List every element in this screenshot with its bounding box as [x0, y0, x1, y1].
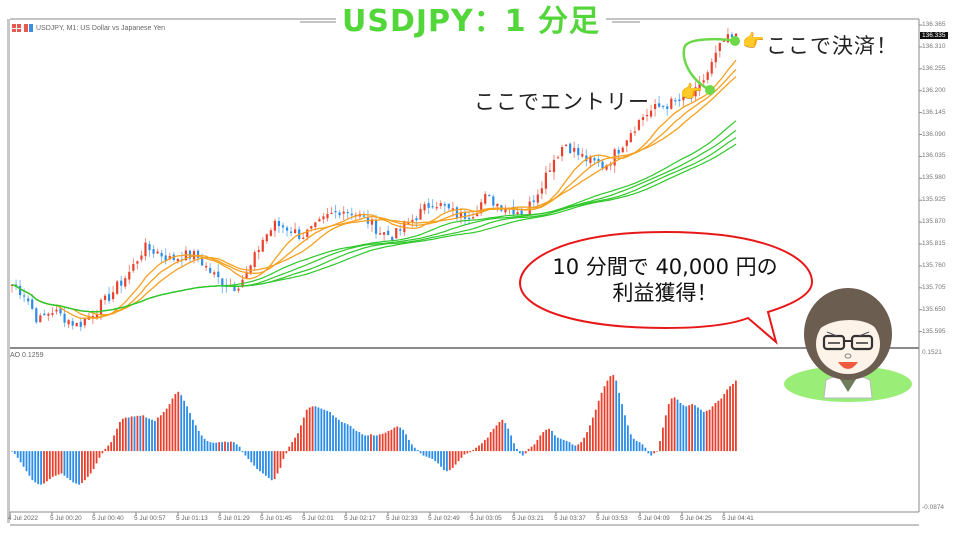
price-tick-label: 136.145	[922, 108, 946, 116]
time-tick-label: 5 Jul 03:21	[512, 515, 544, 522]
time-tick-label: 5 Jul 01:29	[218, 515, 250, 522]
price-tick-label: 136.090	[922, 130, 946, 138]
time-tick-label: 4 Jul 2022	[8, 515, 38, 522]
time-tick-label: 5 Jul 03:37	[554, 515, 586, 522]
price-tick-label: 135.870	[922, 218, 946, 226]
ao-indicator-label: AO 0.1259	[10, 352, 44, 359]
moving-average-line	[11, 143, 737, 313]
ao-max-label: 0.1521	[922, 349, 942, 356]
chart-window	[7, 19, 919, 523]
time-tick-label: 5 Jul 04:25	[680, 515, 712, 522]
entry-hand-icon: 👉	[680, 82, 703, 103]
exit-marker	[730, 36, 740, 46]
moving-average-line	[11, 59, 737, 320]
ao-histogram	[11, 375, 737, 485]
page-title: USDJPY：1 分足	[336, 2, 607, 42]
price-tick-label: 136.365	[922, 21, 946, 28]
time-tick-label: 5 Jul 00:20	[50, 515, 82, 522]
price-tick-label: 136.035	[922, 152, 946, 160]
candle-chart-icon[interactable]	[24, 24, 33, 32]
time-tick-label: 5 Jul 01:45	[260, 515, 292, 522]
time-tick-label: 5 Jul 03:53	[596, 515, 628, 522]
price-tick-label: 135.925	[922, 196, 946, 204]
price-tick-label: 135.650	[922, 305, 946, 313]
speech-bubble-text: 10 分間で 40,000 円の 利益獲得！	[520, 254, 810, 306]
grid-icon[interactable]	[12, 24, 21, 32]
time-tick-label: 5 Jul 00:40	[92, 515, 124, 522]
time-tick-label: 5 Jul 04:09	[638, 515, 670, 522]
time-tick-label: 5 Jul 02:49	[428, 515, 460, 522]
time-tick-label: 5 Jul 02:01	[302, 515, 334, 522]
price-tick-label: 136.200	[922, 86, 946, 94]
price-tick-label: 135.595	[922, 327, 946, 335]
price-tick-label: 136.255	[922, 64, 946, 72]
speech-bubble	[518, 230, 814, 345]
entry-annotation: ここでエントリー	[474, 90, 650, 114]
time-tick-label: 5 Jul 00:57	[134, 515, 166, 522]
time-tick-label: 5 Jul 02:33	[386, 515, 418, 522]
symbol-label: USDJPY, M1: US Dollar vs Japanese Yen	[36, 24, 166, 32]
chart-header: USDJPY, M1: US Dollar vs Japanese Yen	[12, 24, 165, 32]
price-tick-label: 135.815	[922, 240, 946, 247]
avatar-icon	[784, 288, 912, 402]
current-price-badge: 136.335	[920, 32, 948, 39]
time-tick-label: 5 Jul 02:17	[344, 515, 376, 522]
price-tick-label: 135.980	[922, 174, 946, 182]
time-tick-label: 5 Jul 03:05	[470, 515, 502, 522]
time-tick-label: 5 Jul 01:13	[176, 515, 208, 522]
exit-hand-icon: 👉	[742, 31, 765, 52]
trade-arrow	[682, 37, 736, 92]
exit-annotation: ここで決済！	[766, 34, 898, 58]
bubble-line-1: 10 分間で 40,000 円の	[552, 255, 778, 279]
ao-min-label: -0.0874	[922, 504, 945, 511]
price-tick-label: 136.310	[922, 42, 946, 50]
price-tick-label: 135.705	[922, 283, 946, 291]
entry-marker	[705, 85, 715, 95]
price-tick-label: 135.760	[922, 261, 946, 269]
bubble-line-2: 利益獲得！	[612, 281, 718, 305]
moving-average-line	[11, 69, 737, 319]
time-tick-label: 5 Jul 04:41	[722, 515, 754, 522]
